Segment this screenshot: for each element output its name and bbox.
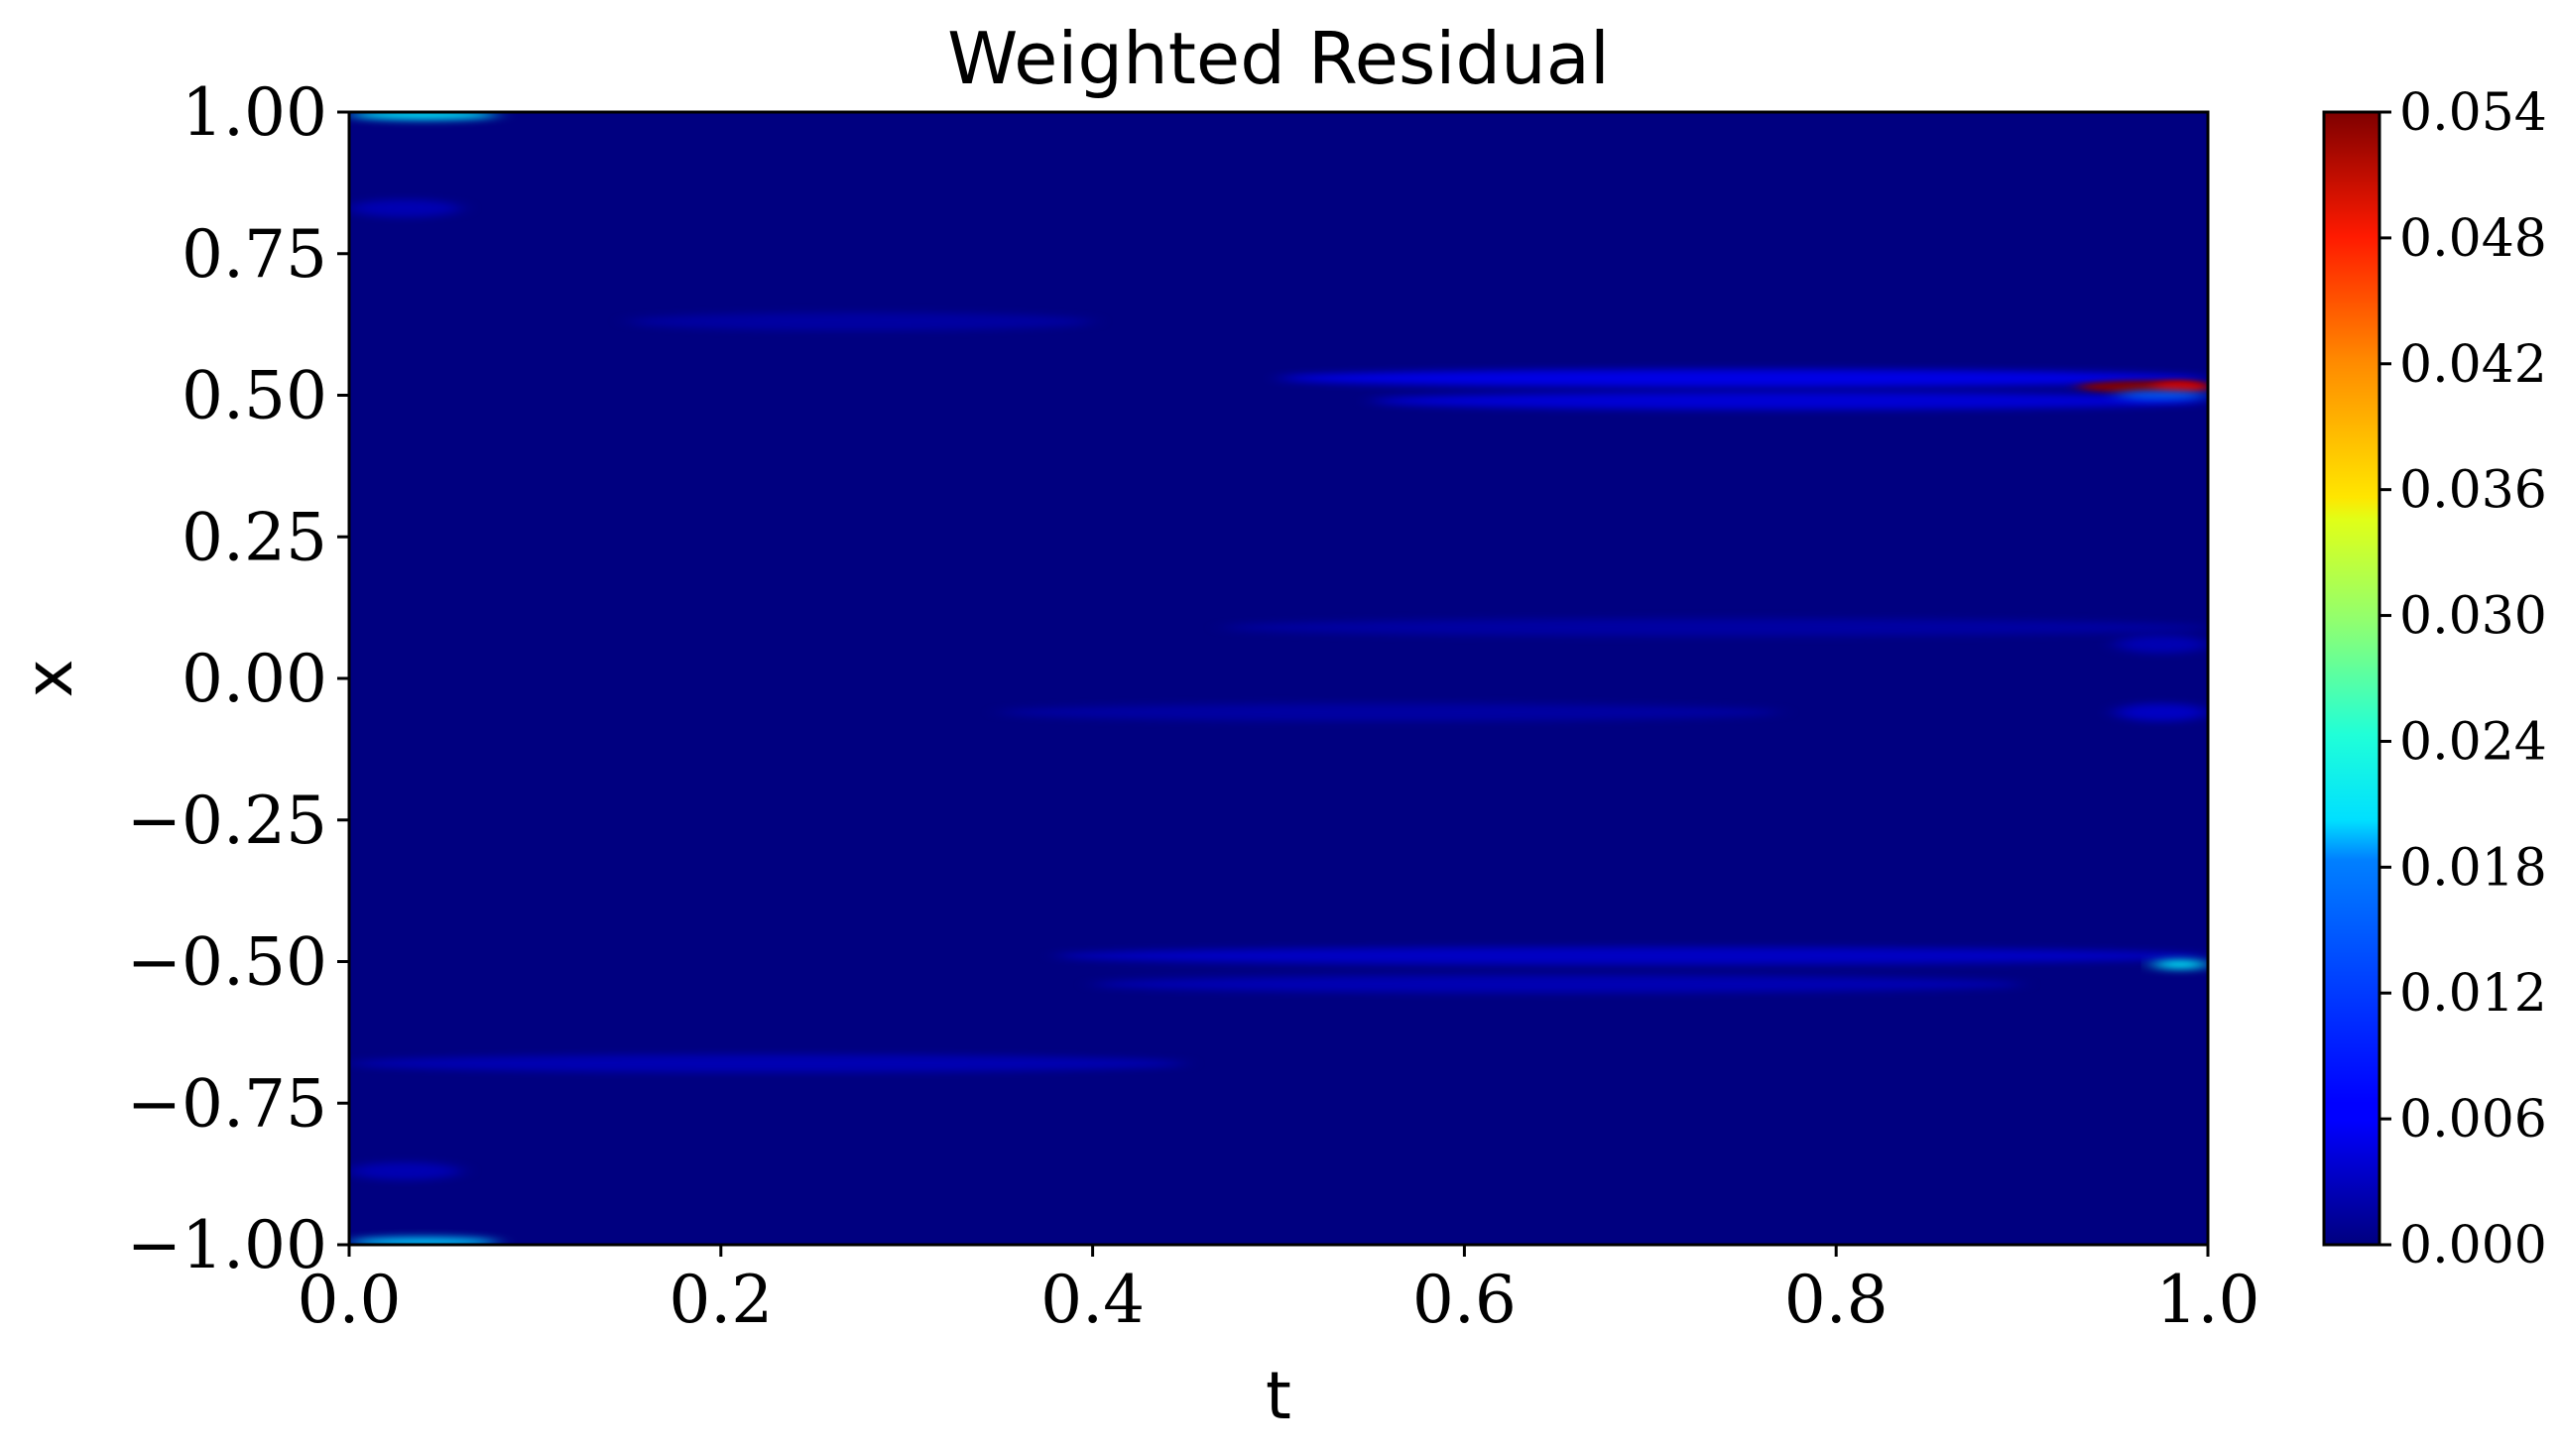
colorbar-tick-label: 0.030 (2399, 587, 2547, 647)
x-tick-label: 0.8 (1784, 1262, 1889, 1338)
residual-streak (349, 1161, 461, 1180)
y-tick-label: −0.75 (127, 1065, 327, 1142)
y-tick-label: 0.75 (182, 216, 327, 293)
x-tick-label: 1.0 (2156, 1262, 2260, 1338)
residual-streak (349, 199, 461, 218)
colorbar-frame (2322, 110, 2381, 1247)
y-tick-label: −0.50 (127, 924, 327, 1001)
residual-streak (1055, 946, 2208, 965)
residual-streak (2115, 703, 2208, 722)
y-tick-label: 0.00 (182, 641, 327, 717)
residual-streak (1279, 369, 2208, 388)
heatmap-features (349, 112, 2208, 1245)
residual-streak (1092, 975, 2022, 994)
colorbar-tick-label: 0.036 (2399, 461, 2547, 521)
chart-title: Weighted Residual (947, 17, 1610, 100)
x-axis-label: t (1266, 1358, 1291, 1434)
residual-streak (2115, 390, 2208, 401)
y-tick-label: 1.00 (182, 74, 327, 151)
residual-streak (2115, 635, 2208, 654)
colorbar-tick-label: 0.006 (2399, 1090, 2547, 1150)
colorbar-tick-label: 0.000 (2399, 1216, 2547, 1275)
x-tick-label: 0.4 (1040, 1262, 1145, 1338)
colorbar-tick-label: 0.024 (2399, 712, 2547, 772)
heatmap-background (349, 112, 2208, 1245)
residual-streak (2151, 959, 2208, 970)
plot-area (347, 110, 2210, 1247)
y-tick-label: −0.25 (127, 783, 327, 859)
colorbar-tick-label: 0.042 (2399, 335, 2547, 395)
residual-streak (999, 703, 1780, 722)
y-tick-label: 0.25 (182, 499, 327, 575)
colorbar-gradient (2324, 112, 2379, 1245)
y-axis: 1.00 0.75 0.50 0.25 0.00 −0.25 −0.50 −0.75 −1.00 (127, 74, 349, 1283)
y-axis-label: x (11, 659, 87, 697)
colorbar-tick-label: 0.018 (2399, 838, 2547, 898)
residual-streak (1371, 392, 2208, 411)
residual-streak (1222, 618, 2208, 637)
residual-streak (349, 112, 498, 120)
colorbar: 0.000 0.006 0.012 0.018 0.024 0.030 0.036 0.042… (2322, 83, 2547, 1275)
y-tick-label: 0.50 (182, 358, 327, 434)
residual-streak (2151, 380, 2208, 393)
x-tick-label: 0.0 (298, 1262, 402, 1338)
y-tick-label: −1.00 (127, 1207, 327, 1283)
residual-streak (349, 1237, 498, 1245)
residual-streak (349, 1054, 1186, 1073)
colorbar-ticks: 0.000 0.006 0.012 0.018 0.024 0.030 0.036 0.042… (2379, 83, 2547, 1275)
x-tick-label: 0.2 (669, 1262, 773, 1338)
x-axis: 0.0 0.2 0.4 0.6 0.8 1.0 (298, 1245, 2260, 1338)
colorbar-tick-label: 0.054 (2399, 83, 2547, 143)
colorbar-tick-label: 0.012 (2399, 964, 2547, 1024)
residual-streak (628, 312, 1093, 331)
x-tick-label: 0.6 (1412, 1262, 1517, 1338)
colorbar-tick-label: 0.048 (2399, 209, 2547, 269)
